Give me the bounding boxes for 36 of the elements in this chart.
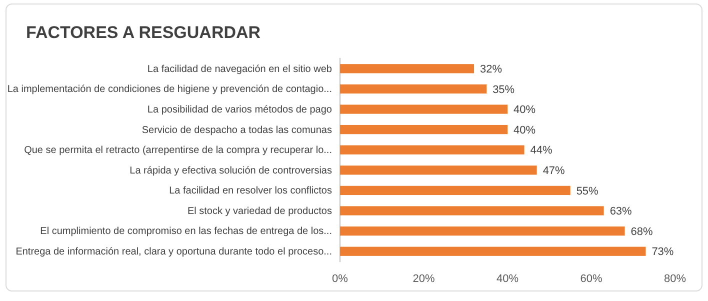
y-tick-label: El cumplimiento de compromiso en las fechas de entrega de los... <box>40 226 332 238</box>
bar <box>340 226 625 236</box>
data-label: 63% <box>610 206 632 218</box>
x-tick-label: 20% <box>412 272 435 285</box>
y-tick-label: Servicio de despacho a todas las comunas <box>142 124 332 136</box>
bar <box>340 206 604 216</box>
bar <box>340 84 487 94</box>
y-tick-label: La rápida y efectiva solución de controversias <box>130 165 332 176</box>
x-tick-label: 40% <box>496 272 519 285</box>
y-tick-label: Que se permita el retracto (arrepentirse de la compra y recuperar lo... <box>24 145 332 156</box>
y-tick-label: La posibilidad de varios métodos de pago <box>147 104 332 116</box>
bar <box>340 104 508 114</box>
data-label: 44% <box>530 144 552 157</box>
x-tick-label: 60% <box>580 272 602 285</box>
bar <box>340 166 537 175</box>
bar <box>340 124 508 134</box>
data-label: 40% <box>514 124 536 136</box>
data-label: 68% <box>630 226 653 238</box>
data-label: 40% <box>514 104 536 116</box>
x-tick-label: 80% <box>664 272 686 285</box>
y-tick-label: La implementación de condiciones de higiene y prevención de contagio... <box>7 84 332 96</box>
bar <box>340 145 524 154</box>
y-tick-label: El stock y variedad de productos <box>187 206 332 217</box>
data-label: 55% <box>576 185 599 198</box>
y-tick-label: La facilidad de navegación en el sitio web <box>147 64 332 75</box>
text: FACTORES A RESGUARDAR <box>26 23 261 42</box>
data-label: 73% <box>652 246 674 258</box>
bar <box>340 246 646 256</box>
bar <box>340 186 570 196</box>
data-label: 47% <box>542 165 566 177</box>
x-tick-label: 0% <box>332 272 348 285</box>
data-label: 35% <box>492 84 515 96</box>
y-tick-label: Entrega de información real, clara y oportuna durante todo el proceso... <box>16 246 332 258</box>
bar <box>340 64 474 74</box>
data-label: 32% <box>480 64 502 76</box>
y-tick-label: La facilidad en resolver los conflictos <box>169 186 332 197</box>
